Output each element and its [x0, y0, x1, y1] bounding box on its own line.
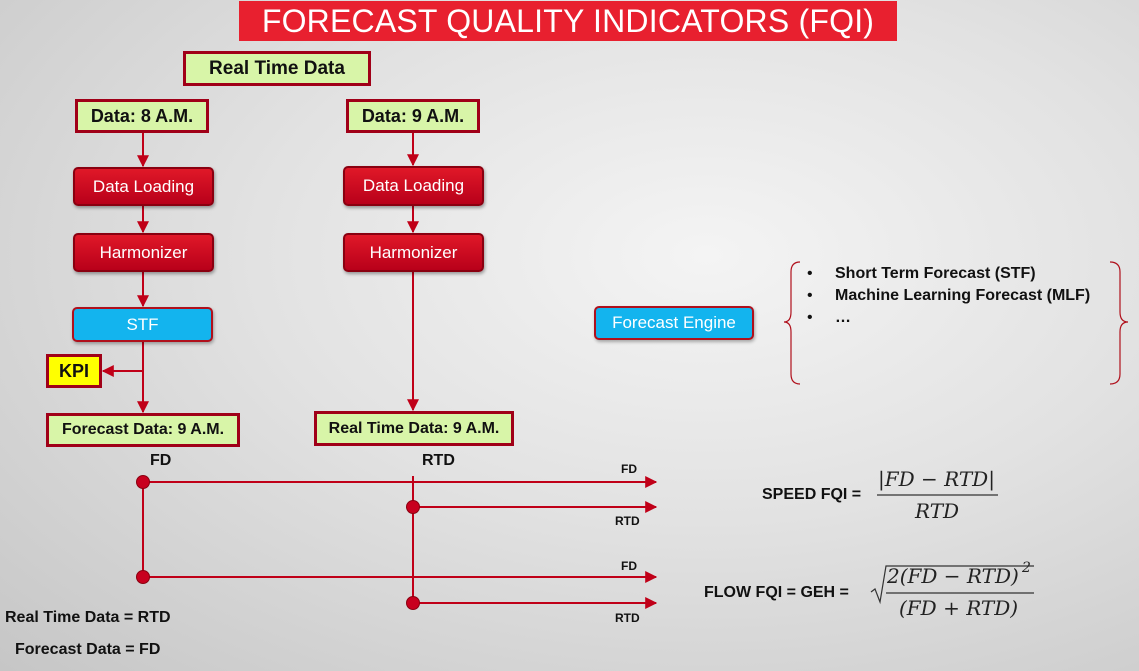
radical-sign: [870, 565, 1034, 605]
rtd-tag: RTD: [422, 452, 455, 469]
arrow-label-fd-1: FD: [621, 462, 637, 476]
list-item: …: [807, 307, 1090, 329]
real-time-data-box: Real Time Data: [183, 51, 371, 86]
real-time-output-box: Real Time Data: 9 A.M.: [314, 411, 514, 446]
page-title: FORECAST QUALITY INDICATORS (FQI): [239, 1, 897, 41]
kpi-box: KPI: [46, 354, 102, 388]
junction-fd-1: [136, 475, 150, 489]
flow-fqi-label: FLOW FQI = GEH =: [704, 584, 849, 601]
left-brace: [783, 261, 801, 385]
forecast-engine-list: Short Term Forecast (STF) Machine Learni…: [807, 263, 1090, 329]
arrow-label-fd-2: FD: [621, 559, 637, 573]
fd-tag: FD: [150, 452, 172, 469]
speed-numerator: |FD − RTD|: [878, 467, 995, 491]
arrow-label-rtd-1: RTD: [615, 514, 640, 528]
junction-fd-2: [136, 570, 150, 584]
left-data-loading-box: Data Loading: [73, 167, 214, 206]
forecast-data-box: Forecast Data: 9 A.M.: [46, 413, 240, 447]
speed-fqi-label: SPEED FQI =: [762, 486, 862, 503]
right-data-box: Data: 9 A.M.: [346, 99, 480, 133]
stf-box: STF: [72, 307, 213, 342]
flow-numerator: 2(FD − RTD): [887, 564, 1019, 588]
right-brace: [1109, 261, 1129, 385]
right-data-loading-box: Data Loading: [343, 166, 484, 206]
junction-rtd-2: [406, 596, 420, 610]
flow-exponent: 2: [1022, 560, 1031, 576]
left-data-box: Data: 8 A.M.: [75, 99, 209, 133]
legend-fd: Forecast Data = FD: [15, 641, 161, 658]
list-item: Short Term Forecast (STF): [807, 263, 1090, 285]
flow-denominator: (FD + RTD): [899, 596, 1019, 620]
forecast-engine-box: Forecast Engine: [594, 306, 754, 340]
right-harmonizer-box: Harmonizer: [343, 233, 484, 272]
list-item: Machine Learning Forecast (MLF): [807, 285, 1090, 307]
legend-rtd: Real Time Data = RTD: [5, 609, 171, 626]
left-harmonizer-box: Harmonizer: [73, 233, 214, 272]
speed-denominator: RTD: [915, 499, 960, 523]
junction-rtd-1: [406, 500, 420, 514]
arrow-label-rtd-2: RTD: [615, 611, 640, 625]
